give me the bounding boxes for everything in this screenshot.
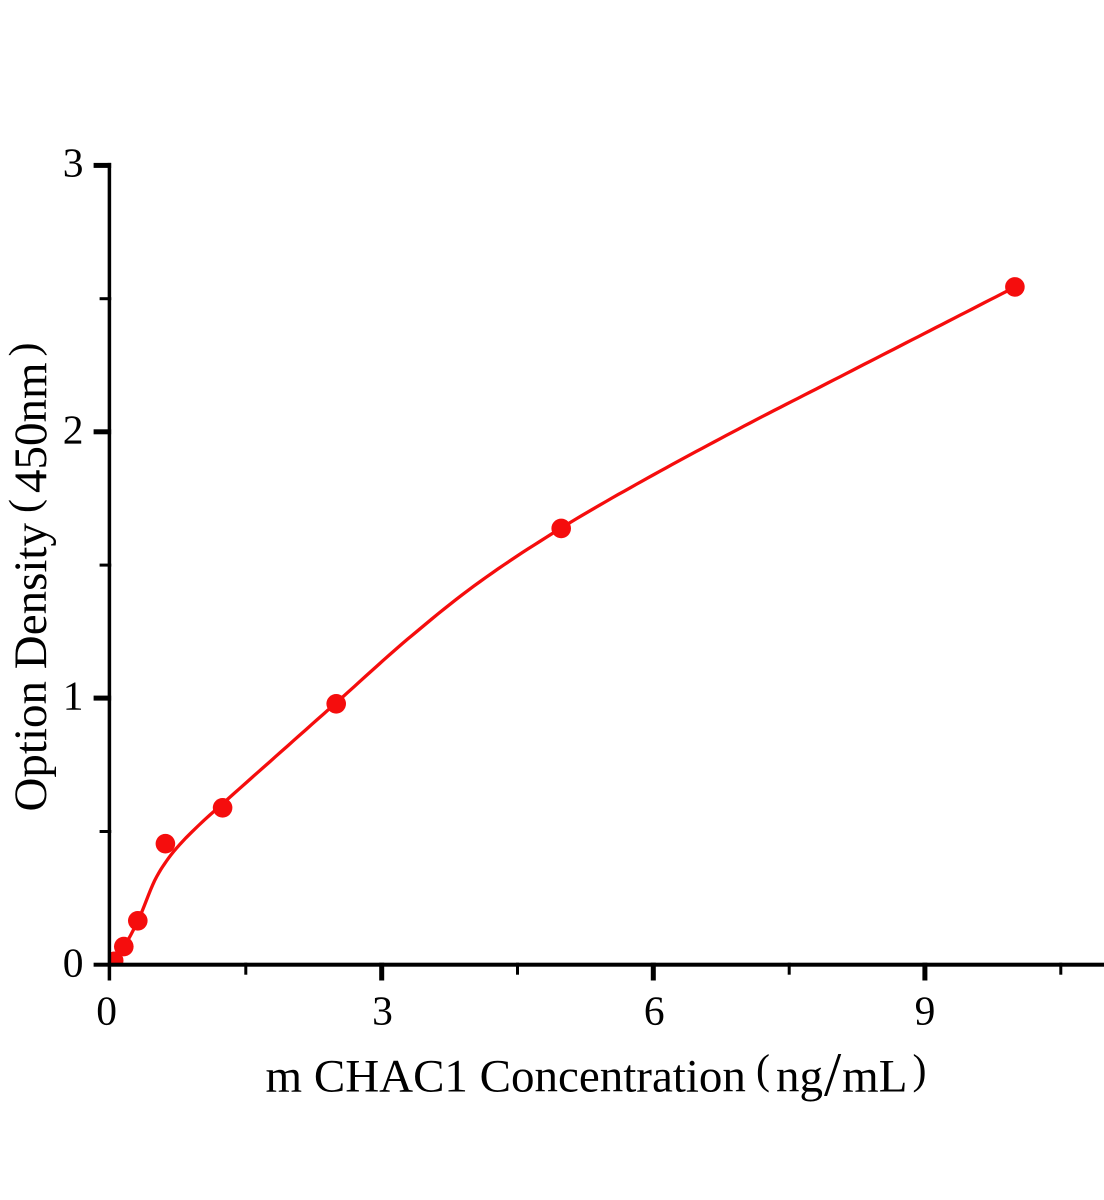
svg-text:2: 2 (63, 406, 84, 452)
svg-text:9: 9 (915, 987, 936, 1033)
svg-text:3: 3 (372, 987, 393, 1033)
svg-text:m CHAC1 Concentration(ng/mL): m CHAC1 Concentration(ng/mL) (266, 1042, 927, 1110)
svg-text:6: 6 (644, 987, 665, 1033)
svg-text:0: 0 (96, 987, 117, 1033)
svg-text:3: 3 (63, 140, 84, 186)
svg-text:Option Density(450nm): Option Density(450nm) (2, 342, 57, 811)
svg-text:1: 1 (63, 673, 84, 719)
svg-text:0: 0 (63, 939, 84, 985)
